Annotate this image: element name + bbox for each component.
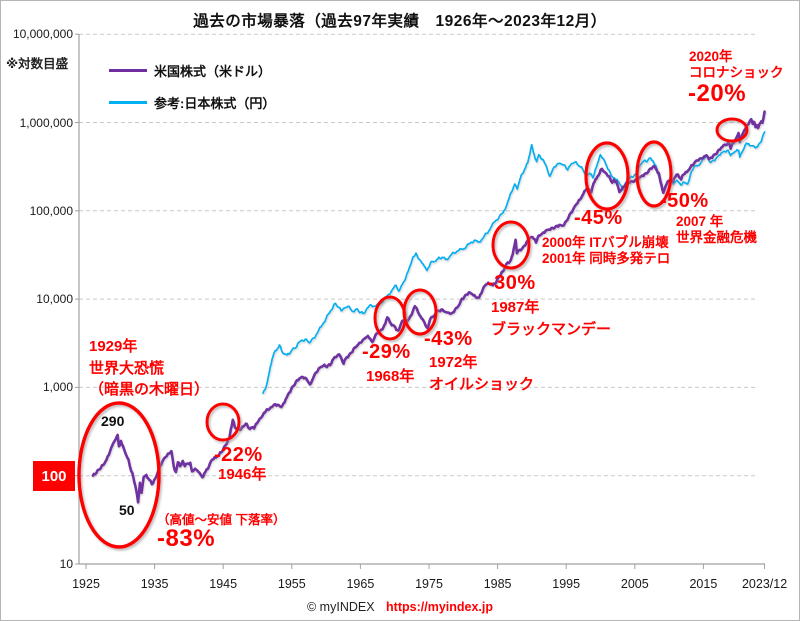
legend: 米国株式（米ドル） 参考:日本株式（円） <box>109 61 275 125</box>
y-tick-1000000: 1,000,000 <box>19 115 73 130</box>
x-tick-2023-12: 2023/12 <box>741 577 788 591</box>
label-drop-45: -45% <box>574 207 623 229</box>
y-tick-10000000: 10,000,000 <box>12 27 73 42</box>
label-trough-50: 50 <box>119 502 135 518</box>
copyright-text: © myINDEX <box>307 600 375 614</box>
label-drop-43: -43% <box>424 328 473 350</box>
label-2020-corona: 2020年 コロナショック <box>689 49 784 80</box>
legend-item-0: 米国株式（米ドル） <box>109 61 275 80</box>
label-drop-83: -83% <box>157 525 216 552</box>
x-tick-1995: 1995 <box>552 577 581 591</box>
x-tick-2005: 2005 <box>620 577 649 591</box>
y-tick-10: 10 <box>59 557 73 571</box>
label-1929-crisis: 1929年 世界大恐慌 （暗黒の木曜日） <box>89 338 210 398</box>
x-tick-1975: 1975 <box>415 577 443 591</box>
y-tick-1000: 1,000 <box>42 380 73 395</box>
label-1972-oil: 1972年 オイルショック <box>429 354 535 393</box>
chart-title: 過去の市場暴落（過去97年実績 1926年～2023年12月） <box>193 13 607 30</box>
ellipse-2020-dip <box>715 117 749 143</box>
ellipse-1946-dip <box>205 402 241 442</box>
label-1946: 1946年 <box>218 466 267 483</box>
gridlines <box>75 33 766 569</box>
base-100-highlight: 100 <box>33 461 75 491</box>
label-drop-note: （高値～安値 下落率） <box>157 513 286 527</box>
legend-label-1: 参考:日本株式（円） <box>154 96 276 111</box>
label-drop-22: -22% <box>214 444 263 466</box>
label-2007-crisis: 2007 年 世界金融危機 <box>676 214 757 245</box>
y-tick-10000: 10,000 <box>36 292 73 307</box>
label-1968: 1968年 <box>366 368 415 385</box>
label-peak-290: 290 <box>101 413 125 429</box>
legend-swatch-1 <box>109 101 147 104</box>
label-drop-29: -29% <box>362 341 411 363</box>
data-series-lines <box>91 110 766 504</box>
y-tick-100000: 100,000 <box>29 203 73 218</box>
legend-label-0: 米国株式（米ドル） <box>154 64 272 79</box>
ellipse-2000-dip <box>584 141 630 211</box>
label-drop-30: -30% <box>487 272 536 294</box>
footer: © myINDEX https://myindex.jp <box>1 600 799 614</box>
x-tick-2015: 2015 <box>689 577 718 591</box>
legend-swatch-0 <box>109 68 147 73</box>
x-tick-1955: 1955 <box>277 577 306 591</box>
x-tick-1965: 1965 <box>346 577 375 591</box>
label-1987-blackmonday: 1987年 ブラックマンデー <box>491 299 612 338</box>
x-tick-1985: 1985 <box>483 577 512 591</box>
ellipse-1929-crash <box>77 401 161 549</box>
label-2000-2001: 2000年 ITバブル崩壊 2001年 同時多発テロ <box>542 235 671 266</box>
ellipse-2008-dip <box>635 140 673 208</box>
ellipse-1968-dip <box>373 295 407 341</box>
label-drop-20: -20% <box>688 80 747 107</box>
crash-circles <box>77 117 749 549</box>
legend-item-1: 参考:日本株式（円） <box>109 93 275 112</box>
ellipse-1972-dip <box>402 288 438 336</box>
myindex-link[interactable]: https://myindex.jp <box>386 600 493 614</box>
log-scale-note: ※対数目盛 <box>6 57 69 71</box>
x-tick-1935: 1935 <box>140 577 169 591</box>
label-drop-50: -50% <box>660 190 709 212</box>
ellipse-1987-dip <box>491 220 531 270</box>
x-tick-1925: 1925 <box>72 577 100 591</box>
x-tick-1945: 1945 <box>209 577 238 591</box>
